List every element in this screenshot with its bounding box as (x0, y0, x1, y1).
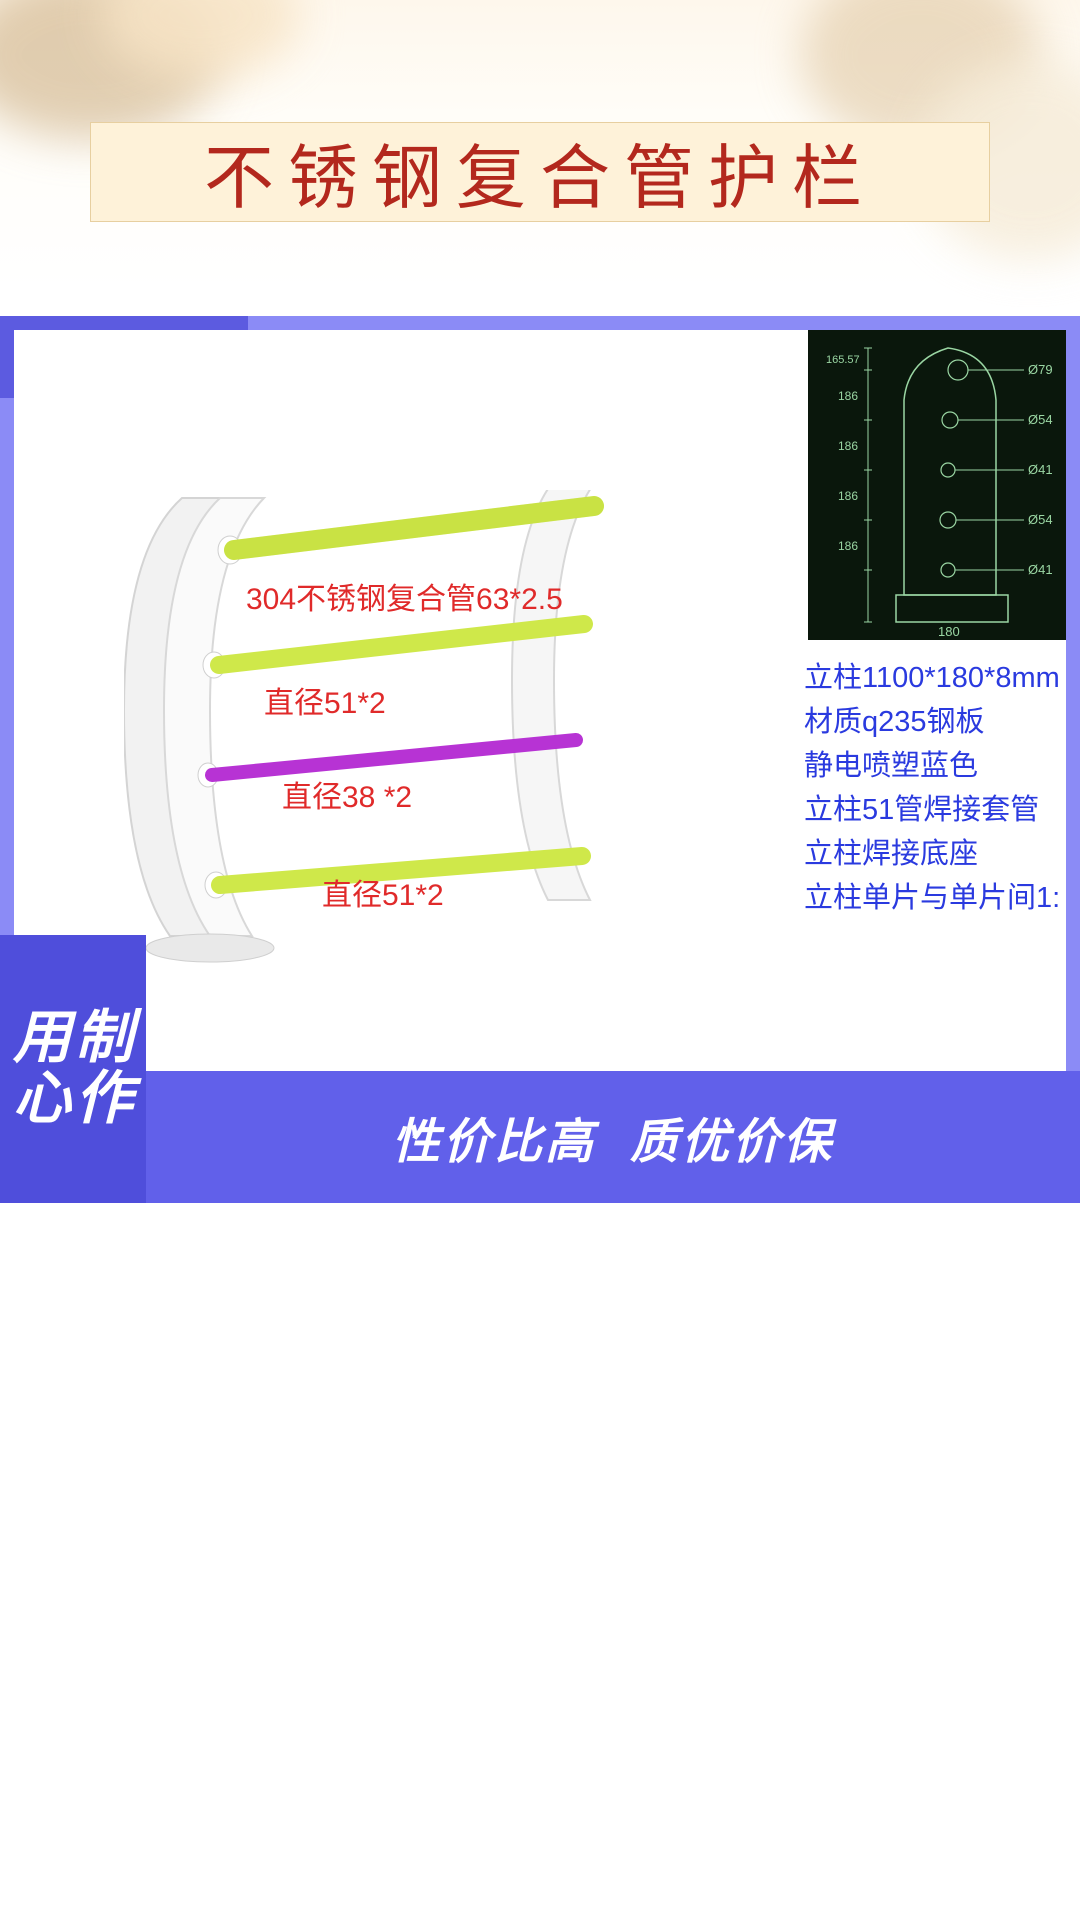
svg-text:186: 186 (838, 539, 858, 553)
title-banner: 不锈钢复合管护栏 (90, 122, 990, 222)
craft-char: 作 (75, 1069, 133, 1130)
spec-line: 静电喷塑蓝色 (804, 744, 1066, 788)
dim-top-tube: 304不锈钢复合管63*2.5 (246, 574, 563, 618)
spec-line: 立柱焊接底座 (804, 832, 1066, 876)
craft-char: 用 (13, 1008, 71, 1069)
spec-list: 立柱1100*180*8mm 材质q235钢板 静电喷塑蓝色 立柱51管焊接套管… (804, 656, 1066, 920)
spec-line: 立柱1100*180*8mm (804, 656, 1066, 700)
product-card: 厂家直销 (0, 316, 1080, 1203)
svg-text:Ø41: Ø41 (1028, 562, 1053, 577)
dim-tube-51b: 直径51*2 (322, 870, 444, 914)
page-title: 不锈钢复合管护栏 (204, 122, 876, 223)
spec-line: 材质q235钢板 (804, 700, 1066, 744)
craft-char: 制 (75, 1008, 133, 1069)
svg-text:186: 186 (838, 439, 858, 453)
cad-panel: Ø79 Ø54 Ø41 Ø54 Ø41 165.57 186 (808, 330, 1066, 640)
svg-text:Ø41: Ø41 (1028, 462, 1053, 477)
svg-text:180: 180 (938, 624, 960, 639)
svg-text:Ø54: Ø54 (1028, 412, 1053, 427)
dim-tube-38: 直径38 *2 (282, 772, 412, 816)
page-root: 不锈钢复合管护栏 厂家直销 (0, 0, 1080, 1920)
svg-text:Ø54: Ø54 (1028, 512, 1053, 527)
craft-badge: 用 心 制 作 (0, 935, 146, 1203)
footer-left: 性价比高 (392, 1102, 596, 1172)
footer-strip: 性价比高 质优价保 (146, 1071, 1080, 1203)
svg-text:Ø79: Ø79 (1028, 362, 1053, 377)
spec-line: 立柱51管焊接套管 (804, 788, 1066, 832)
spec-line: 立柱单片与单片间1: (804, 876, 1066, 920)
svg-text:186: 186 (838, 389, 858, 403)
dim-tube-51a: 直径51*2 (264, 678, 386, 722)
craft-char: 心 (13, 1069, 71, 1130)
svg-text:186: 186 (838, 489, 858, 503)
svg-text:165.57: 165.57 (826, 354, 860, 366)
diagram-area: Ø79 Ø54 Ø41 Ø54 Ø41 165.57 186 (14, 330, 1066, 1189)
footer-right: 质优价保 (630, 1102, 834, 1172)
